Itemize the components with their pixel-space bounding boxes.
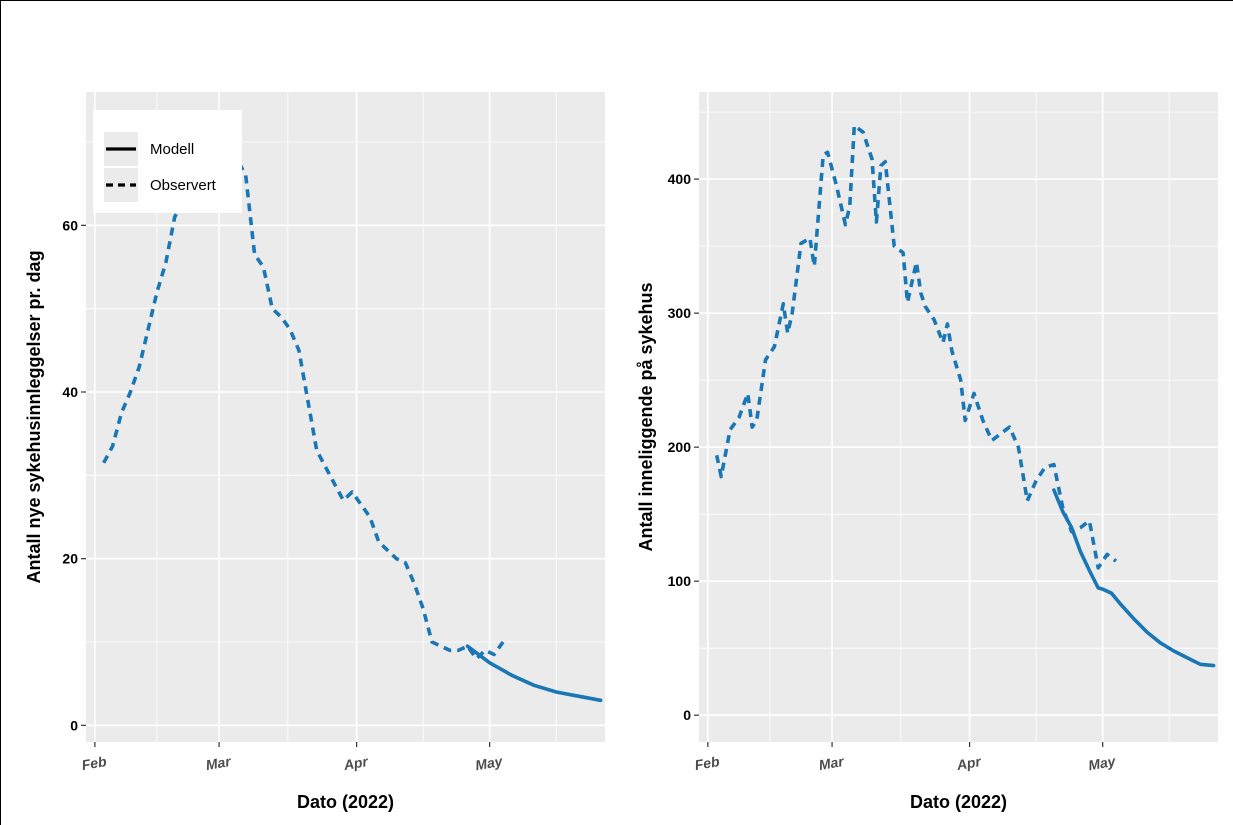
plot-left: 0 20 40 60 Feb Mar Apr May Dato (2022) Antall nye… (24, 92, 605, 812)
legend: Modell Observert (93, 110, 242, 213)
x-tick-label: Mar (818, 753, 847, 773)
x-axis-title: Dato (2022) (910, 792, 1007, 812)
y-tick-label: 60 (62, 217, 78, 233)
y-tick-label: 0 (683, 707, 691, 723)
y-axis-title: Antall nye sykehusinnleggelser pr. dag (24, 250, 44, 583)
x-tick-label: Apr (954, 753, 983, 773)
legend-label-observert: Observert (150, 177, 217, 194)
series-line-modell (465, 644, 603, 703)
y-axis-title: Antall inneliggende på sykehus (636, 282, 656, 551)
legend-label-modell: Modell (150, 141, 194, 158)
x-axis-title: Dato (2022) (297, 792, 394, 812)
x-tick-label: Apr (341, 753, 370, 773)
x-tick-label: May (1087, 753, 1118, 774)
x-tick-label: Feb (80, 753, 108, 773)
y-tick-label: 100 (668, 573, 692, 589)
x-tick-label: Feb (693, 753, 721, 773)
y-tick-label: 400 (668, 171, 692, 187)
series-line-modell (1052, 488, 1216, 668)
plot-panel (699, 92, 1218, 742)
y-tick-label: 300 (668, 305, 692, 321)
plot-right: 0 100 200 300 400 Feb Mar Apr May Dato (2022) Anta… (636, 92, 1218, 812)
x-tick-label: May (474, 753, 505, 774)
y-tick-label: 40 (62, 384, 78, 400)
y-tick-label: 20 (62, 551, 78, 567)
y-tick-label: 0 (70, 717, 78, 733)
x-tick-label: Mar (205, 753, 234, 773)
y-tick-label: 200 (668, 439, 692, 455)
series-line-observert (714, 123, 1118, 570)
series-line-observert (102, 156, 505, 661)
